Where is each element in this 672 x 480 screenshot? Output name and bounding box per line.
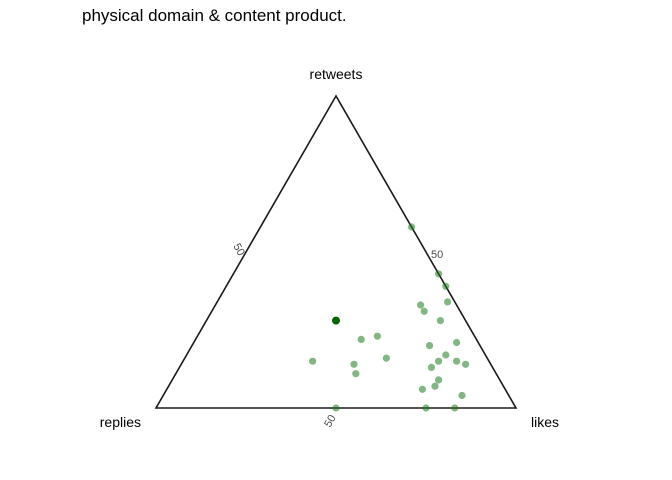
data-point [373,332,381,340]
axis-label-retweets: retweets [310,66,363,82]
axis-label-likes: likes [531,414,559,430]
ternary-triangle [154,94,518,409]
chart-title: physical domain & content product. [82,6,347,25]
data-point [444,298,452,306]
data-point [435,357,443,365]
data-point [436,317,444,325]
data-point [442,282,450,290]
data-point [422,404,430,412]
data-point [431,382,439,390]
axis-label-replies: replies [100,414,141,430]
data-point-highlight [332,316,340,325]
data-point [382,354,390,362]
data-point [435,376,443,384]
data-point [408,223,416,231]
data-point [451,404,459,412]
data-point [352,370,360,378]
tick-label-bottom-edge: 50 [322,413,339,430]
data-point [435,270,443,278]
data-point [453,357,461,365]
data-point [462,360,470,368]
data-point [309,357,317,365]
data-point [426,342,434,350]
data-point [458,391,466,400]
data-point [350,360,358,368]
data-point [357,335,365,343]
data-point [420,307,428,315]
tick-label-right-edge: 50 [431,249,443,261]
data-points [309,223,470,412]
data-point [417,301,425,309]
data-point [332,404,340,412]
data-point [418,385,426,393]
data-point [427,363,435,371]
data-point [453,338,461,347]
tick-label-left-edge: 50 [230,242,247,259]
data-point [442,351,450,359]
